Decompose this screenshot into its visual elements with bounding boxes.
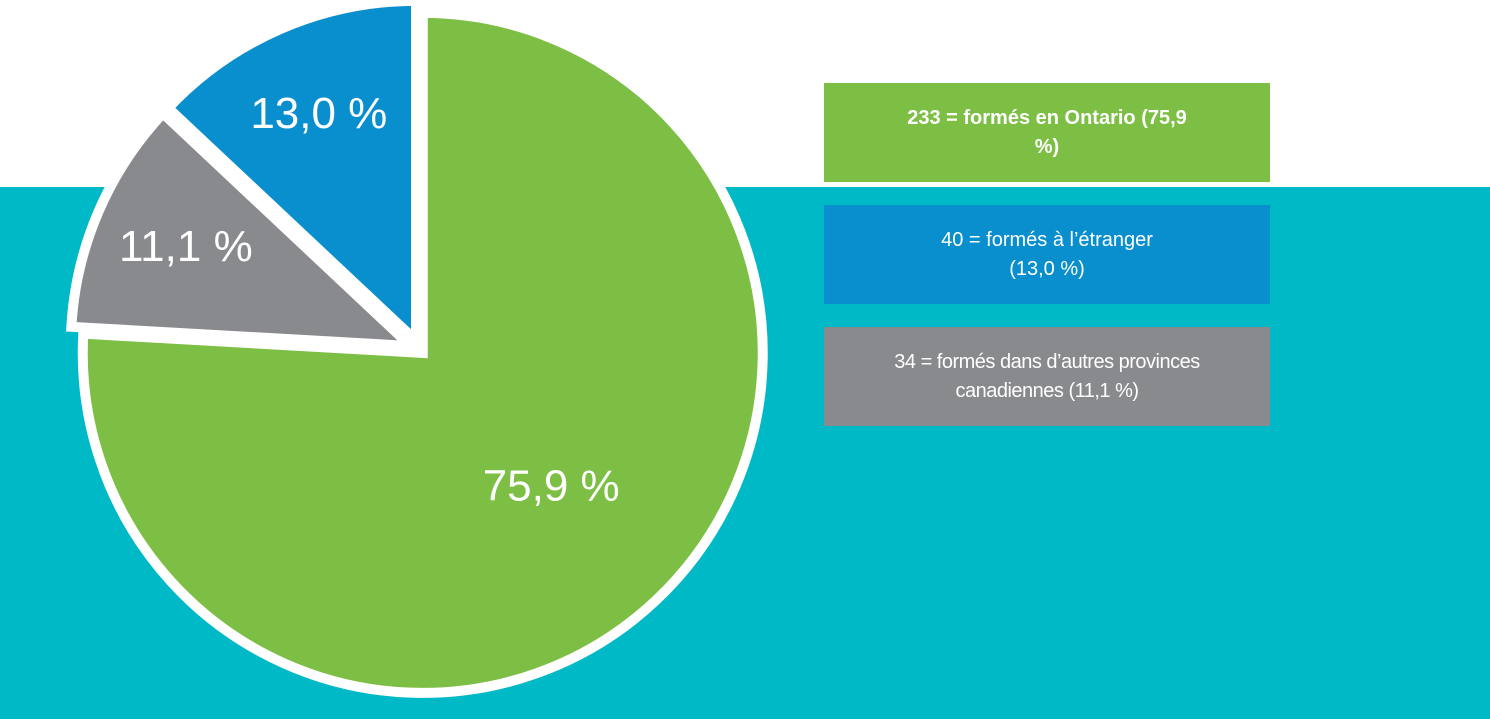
legend-item: 233 = formés en Ontario (75,9 %) xyxy=(824,83,1270,182)
pie-slice xyxy=(66,106,425,352)
pie-slice xyxy=(161,0,422,353)
slice-label: 75,9 % xyxy=(483,461,620,510)
slice-label: 13,0 % xyxy=(250,89,387,138)
legend-label: 233 = formés en Ontario (75,9 %) xyxy=(907,106,1187,158)
slice-label: 11,1 % xyxy=(119,222,253,271)
pie-slice xyxy=(77,7,768,698)
legend-label: 40 = formés à l’étranger (13,0 %) xyxy=(941,228,1153,280)
legend-label: 34 = formés dans d’autres provinces cana… xyxy=(894,350,1200,402)
legend-item: 40 = formés à l’étranger (13,0 %) xyxy=(824,205,1270,304)
legend-item: 34 = formés dans d’autres provinces cana… xyxy=(824,327,1270,426)
